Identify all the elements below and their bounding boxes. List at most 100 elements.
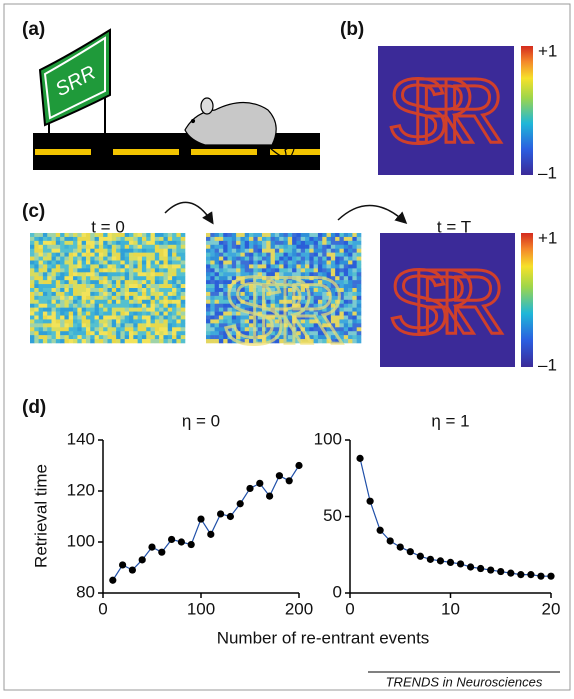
pixel <box>73 323 78 328</box>
footer: TRENDS in Neurosciences <box>386 674 543 689</box>
pixel <box>180 335 186 340</box>
pixel <box>47 260 52 265</box>
pixel <box>129 303 134 308</box>
pixel <box>124 303 130 308</box>
pixel <box>47 248 52 253</box>
pixel <box>343 233 349 238</box>
pixel <box>90 233 95 238</box>
pixel <box>253 319 258 324</box>
pixel <box>231 335 237 340</box>
pixel <box>339 291 345 297</box>
pixel <box>274 319 280 324</box>
pixel <box>154 284 160 289</box>
pixel <box>210 339 215 344</box>
pixel <box>141 268 147 273</box>
pixel <box>129 307 134 312</box>
pixel <box>236 295 241 301</box>
pixel <box>249 299 254 305</box>
pixel <box>244 236 250 242</box>
pixel <box>317 248 323 253</box>
pixel <box>141 319 147 324</box>
pixel <box>98 252 104 257</box>
pixel <box>124 240 130 246</box>
pixel <box>55 233 61 238</box>
pixel <box>236 307 241 312</box>
time-label: t = T <box>437 217 471 236</box>
pixel <box>167 280 173 285</box>
pixel <box>107 284 113 289</box>
pixel <box>240 299 246 305</box>
pixel <box>111 276 117 281</box>
pixel <box>154 248 160 253</box>
pixel <box>107 264 113 269</box>
pixel <box>116 335 121 340</box>
pixel <box>335 291 340 297</box>
pixel <box>107 315 113 320</box>
pixel <box>120 307 126 312</box>
pixel <box>218 280 224 285</box>
pixel <box>159 264 164 269</box>
pixel <box>176 323 181 328</box>
pixel <box>296 299 302 305</box>
pixel <box>322 260 327 265</box>
pixel <box>60 295 65 301</box>
pixel <box>330 307 336 312</box>
pixel <box>313 323 319 328</box>
pixel <box>249 233 254 238</box>
pixel <box>348 288 353 293</box>
pixel <box>292 291 297 297</box>
pixel <box>137 260 143 265</box>
pixel <box>163 299 169 305</box>
pixel <box>68 327 74 332</box>
pixel <box>30 272 35 277</box>
pixel <box>270 295 276 301</box>
pixel <box>257 268 263 273</box>
pixel <box>249 339 254 344</box>
pixel <box>77 272 82 277</box>
pixel <box>210 288 215 293</box>
pixel <box>30 240 35 246</box>
pixel <box>322 268 327 273</box>
pixel <box>129 248 134 253</box>
pixel <box>313 264 319 269</box>
pixel <box>30 244 35 250</box>
pixel <box>73 315 78 320</box>
pixel <box>172 233 177 238</box>
pixel <box>64 240 70 246</box>
pixel <box>159 268 164 273</box>
pixel <box>42 240 48 246</box>
pixel <box>176 248 181 253</box>
pixel <box>326 256 332 261</box>
pixel <box>270 264 276 269</box>
pixel <box>167 264 173 269</box>
pixel <box>283 240 289 246</box>
pixel <box>85 327 91 332</box>
pixel <box>343 319 349 324</box>
pixel <box>330 233 336 238</box>
pixel <box>223 307 228 312</box>
pixel <box>244 327 250 332</box>
pixel <box>107 307 113 312</box>
point <box>426 555 434 563</box>
pixel <box>34 311 39 316</box>
pixel <box>330 331 336 336</box>
pixel <box>116 311 121 316</box>
pixel <box>141 295 147 301</box>
pixel <box>223 315 228 320</box>
pixel <box>129 323 134 328</box>
pixel <box>266 295 271 301</box>
pixel <box>339 233 345 238</box>
pixel <box>103 280 108 285</box>
pixel <box>94 319 100 324</box>
pixel <box>159 260 164 265</box>
pixel <box>34 240 39 246</box>
pixel <box>330 264 336 269</box>
pixel <box>300 307 306 312</box>
pixel <box>253 299 258 305</box>
pixel <box>111 319 117 324</box>
pixel <box>240 311 246 316</box>
pixel <box>330 252 336 257</box>
pixel <box>98 288 104 293</box>
pixel <box>305 303 310 308</box>
pixel <box>176 331 181 336</box>
